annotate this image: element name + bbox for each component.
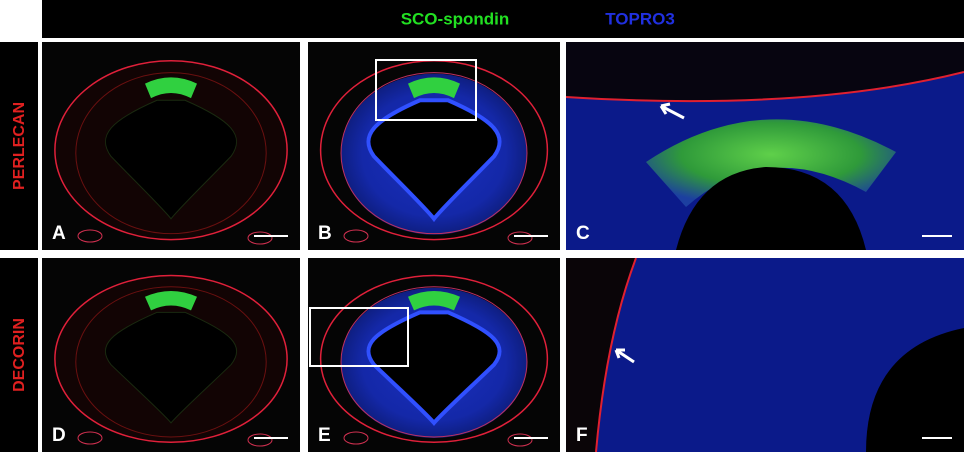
sco-band — [408, 77, 460, 99]
meninges — [566, 42, 964, 102]
panel-letter: A — [52, 223, 66, 244]
panel: B — [308, 42, 560, 250]
panel-letter: D — [52, 425, 66, 446]
row-label: PERLECAN — [11, 102, 28, 190]
arrow — [659, 102, 685, 120]
basement-line — [595, 258, 637, 452]
vessel — [343, 229, 369, 243]
panel-letter: E — [318, 425, 331, 446]
row-label-bar — [0, 258, 38, 452]
outline — [54, 59, 288, 241]
row-label-bar — [0, 42, 38, 250]
meninges — [566, 258, 636, 452]
vessel — [507, 231, 533, 245]
vessel — [77, 229, 103, 243]
zoom-box — [309, 307, 409, 367]
outline-inner — [340, 286, 528, 438]
panel: E — [308, 258, 560, 452]
row-label: DECORIN — [11, 318, 28, 392]
vessel — [247, 433, 273, 447]
vessel — [77, 431, 103, 445]
vessel — [343, 431, 369, 445]
ventricle — [366, 98, 502, 223]
panel: F — [566, 258, 964, 452]
sco-band — [408, 290, 460, 311]
header-label: TOPRO3 — [605, 9, 675, 28]
sco-band — [145, 77, 197, 99]
outline-inner — [75, 286, 267, 438]
basement-line — [566, 71, 964, 103]
arrow — [614, 348, 635, 364]
panel-letter: C — [576, 223, 590, 244]
panel: A — [42, 42, 300, 250]
sco-band — [646, 119, 896, 207]
outline — [319, 274, 549, 444]
outline-inner — [340, 72, 528, 235]
outline — [54, 274, 288, 444]
header-label: SCO-spondin — [401, 9, 510, 28]
panel-letter: F — [576, 425, 588, 446]
ventricle — [366, 310, 502, 427]
ventricle — [105, 99, 237, 220]
header-bar — [42, 0, 964, 38]
ventricle — [105, 311, 237, 424]
panel: D — [42, 258, 300, 452]
sco-band — [145, 290, 197, 311]
ventricle — [866, 328, 964, 452]
ventricle — [676, 167, 866, 250]
zoom-box — [375, 59, 477, 121]
vessel — [247, 231, 273, 245]
vessel — [507, 433, 533, 447]
outline-inner — [75, 72, 267, 235]
panel-letter: B — [318, 223, 332, 244]
panel: C — [566, 42, 964, 250]
